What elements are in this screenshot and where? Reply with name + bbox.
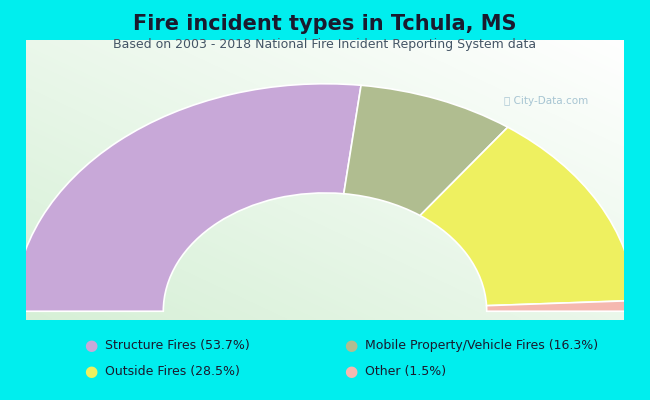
Text: ●: ●: [344, 338, 358, 354]
Text: ●: ●: [84, 364, 98, 379]
Text: 🔘 City-Data.com: 🔘 City-Data.com: [504, 96, 588, 106]
Text: Fire incident types in Tchula, MS: Fire incident types in Tchula, MS: [133, 14, 517, 34]
Text: Mobile Property/Vehicle Fires (16.3%): Mobile Property/Vehicle Fires (16.3%): [365, 340, 599, 352]
Text: ●: ●: [344, 364, 358, 379]
Wedge shape: [420, 127, 636, 306]
Wedge shape: [14, 84, 361, 311]
Text: Other (1.5%): Other (1.5%): [365, 365, 447, 378]
Text: Outside Fires (28.5%): Outside Fires (28.5%): [105, 365, 240, 378]
Text: ●: ●: [84, 338, 98, 354]
Text: Structure Fires (53.7%): Structure Fires (53.7%): [105, 340, 250, 352]
Wedge shape: [486, 300, 636, 311]
Text: Based on 2003 - 2018 National Fire Incident Reporting System data: Based on 2003 - 2018 National Fire Incid…: [114, 38, 536, 51]
Wedge shape: [344, 85, 508, 216]
